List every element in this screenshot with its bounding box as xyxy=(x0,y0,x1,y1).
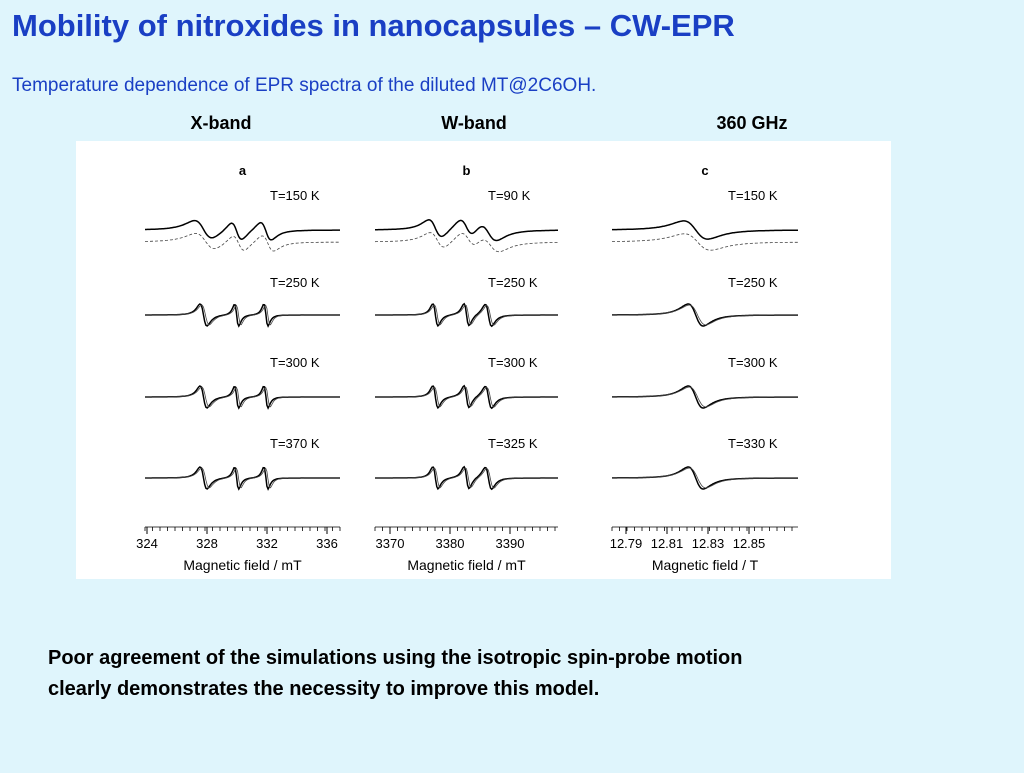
tick-label: 12.83 xyxy=(692,536,725,551)
spectrum-simulation xyxy=(375,386,558,408)
axis-label: Magnetic field / mT xyxy=(183,557,302,573)
spectrum-experiment xyxy=(375,219,558,242)
temperature-label: T=90 K xyxy=(488,188,531,203)
band-label: W-band xyxy=(441,113,507,133)
temperature-label: T=325 K xyxy=(488,436,538,451)
conclusion-line: Poor agreement of the simulations using … xyxy=(48,647,743,669)
spectrum-simulation xyxy=(145,467,340,489)
spectrum-experiment xyxy=(612,220,798,240)
spectrum-simulation xyxy=(144,232,341,252)
temperature-label: T=300 K xyxy=(488,355,538,370)
tick-label: 3390 xyxy=(496,536,525,551)
temperature-label: T=250 K xyxy=(728,275,778,290)
tick-label: 328 xyxy=(196,536,218,551)
axis-label: Magnetic field / mT xyxy=(407,557,526,573)
spectrum-simulation xyxy=(375,467,558,489)
spectrum-simulation xyxy=(375,304,558,326)
temperature-label: T=370 K xyxy=(270,436,320,451)
figure-background xyxy=(76,141,891,579)
axis-label: Magnetic field / T xyxy=(652,557,759,573)
temperature-label: T=300 K xyxy=(728,355,778,370)
panel-label: c xyxy=(701,163,708,178)
tick-label: 324 xyxy=(136,536,158,551)
spectrum-simulation xyxy=(612,467,798,489)
spectrum-simulation xyxy=(145,304,340,326)
temperature-label: T=150 K xyxy=(270,188,320,203)
band-label: X-band xyxy=(191,113,252,133)
title: Mobility of nitroxides in nanocapsules –… xyxy=(12,8,735,43)
band-label: 360 GHz xyxy=(716,113,787,133)
temperature-label: T=300 K xyxy=(270,355,320,370)
conclusion-line: clearly demonstrates the necessity to im… xyxy=(48,678,599,700)
spectrum-simulation xyxy=(374,232,558,253)
panel-label: a xyxy=(239,163,247,178)
tick-label: 3370 xyxy=(376,536,405,551)
tick-label: 336 xyxy=(316,536,338,551)
figure: a T=150 K T=250 K T=300 K T=370 K 324 328 332 33… xyxy=(136,163,798,573)
temperature-label: T=330 K xyxy=(728,436,778,451)
spectrum-experiment xyxy=(145,219,340,241)
tick-label: 12.79 xyxy=(610,536,643,551)
spectrum-simulation xyxy=(612,386,798,408)
subtitle: Temperature dependence of EPR spectra of… xyxy=(12,75,596,96)
temperature-label: T=250 K xyxy=(488,275,538,290)
tick-label: 332 xyxy=(256,536,278,551)
temperature-label: T=150 K xyxy=(728,188,778,203)
tick-label: 12.85 xyxy=(733,536,766,551)
temperature-label: T=250 K xyxy=(270,275,320,290)
spectrum-simulation xyxy=(145,386,340,408)
panel-label: b xyxy=(463,163,471,178)
spectrum-simulation xyxy=(612,304,798,326)
spectrum-simulation xyxy=(612,233,798,251)
tick-label: 3380 xyxy=(436,536,465,551)
tick-label: 12.81 xyxy=(651,536,684,551)
